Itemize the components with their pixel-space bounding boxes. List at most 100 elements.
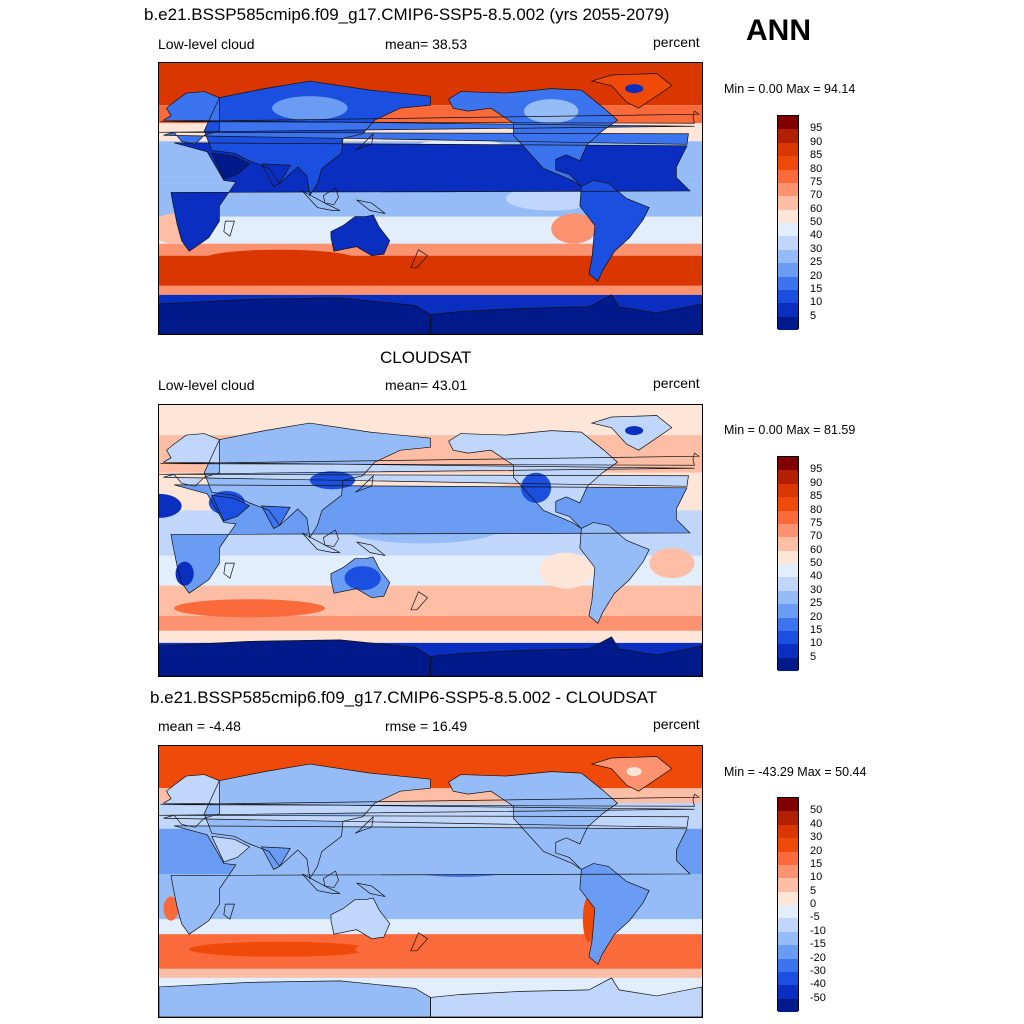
colorbar-label: 40 (810, 229, 823, 242)
colorbar-swatch (778, 523, 798, 538)
colorbar-label: 10 (810, 871, 823, 884)
colorbar-label: 25 (810, 256, 823, 269)
colorbar-label: 70 (810, 530, 823, 543)
colorbar-swatch (778, 169, 798, 183)
colorbar-swatch (778, 971, 798, 986)
colorbar-swatch (778, 537, 798, 551)
colorbar-label: 80 (810, 503, 823, 516)
colorbar-label: 20 (810, 844, 823, 857)
colorbar-swatch (778, 617, 798, 631)
colorbar-label: -15 (810, 938, 826, 951)
colorbar-label: 50 (810, 216, 823, 228)
colorbar-swatch (778, 276, 798, 290)
colorbar-label: 85 (810, 490, 823, 503)
colorbar-label: -30 (810, 964, 826, 977)
colorbar-swatch (778, 470, 798, 484)
colorbar-swatch (778, 811, 798, 825)
panel-3-map (158, 745, 703, 1018)
panel-3-minmax: Min = -43.29 Max = 50.44 (724, 765, 867, 779)
colorbar-label: 10 (810, 296, 823, 309)
colorbar-label: 75 (810, 175, 823, 188)
colorbar-swatch (778, 510, 798, 524)
colorbar-swatch (778, 263, 798, 277)
colorbar-label: 5 (810, 650, 817, 663)
panel-3-colorbar (777, 797, 799, 1012)
colorbar-label: 0 (810, 898, 817, 910)
colorbar-swatch (778, 905, 798, 919)
colorbar-swatch (778, 550, 798, 564)
map-field (159, 63, 702, 334)
colorbar-swatch (778, 564, 798, 578)
colorbar-label: 50 (810, 557, 823, 569)
colorbar-swatch (778, 838, 798, 852)
colorbar-swatch (778, 891, 798, 905)
colorbar-swatch (778, 945, 798, 959)
colorbar-swatch (778, 824, 798, 839)
colorbar-label: 20 (810, 269, 823, 282)
colorbar-label: 5 (810, 884, 817, 897)
colorbar-label: 60 (810, 543, 823, 556)
colorbar-label: 80 (810, 162, 823, 175)
panel-1-variable: Low-level cloud (158, 36, 255, 52)
panel-3-units: percent (653, 716, 700, 732)
colorbar-label: 15 (810, 282, 823, 295)
colorbar-swatch (778, 156, 798, 170)
colorbar-label: 75 (810, 516, 823, 529)
colorbar-label: 95 (810, 122, 823, 135)
colorbar-label: -10 (810, 924, 826, 937)
colorbar-label: 30 (810, 831, 823, 844)
colorbar-label: 40 (810, 570, 823, 583)
colorbar-label: 15 (810, 623, 823, 636)
panel-1-units: percent (653, 34, 700, 50)
panel-2-units: percent (653, 375, 700, 391)
colorbar-label: 25 (810, 597, 823, 610)
panel-2-mean: mean= 43.01 (385, 377, 468, 393)
colorbar-swatch (778, 457, 798, 471)
colorbar-swatch (778, 851, 798, 865)
colorbar-label: 10 (810, 637, 823, 650)
colorbar-swatch (778, 209, 798, 223)
colorbar-swatch (778, 116, 798, 130)
colorbar-label: 60 (810, 202, 823, 215)
colorbar-label: -40 (810, 978, 826, 991)
colorbar-label: 15 (810, 857, 823, 870)
colorbar-label: 90 (810, 476, 823, 489)
panel-3-mean: mean = -4.48 (158, 718, 241, 734)
panel-2-variable: Low-level cloud (158, 377, 255, 393)
colorbar-label: 95 (810, 463, 823, 476)
colorbar-swatch (778, 483, 798, 498)
colorbar-label: 5 (810, 309, 817, 322)
colorbar-label: 30 (810, 583, 823, 596)
colorbar-swatch (778, 182, 798, 197)
colorbar-label: 50 (810, 804, 823, 817)
panel-3-rmse: rmse = 16.49 (385, 718, 468, 734)
colorbar-swatch (778, 196, 798, 210)
colorbar-swatch (778, 630, 798, 645)
panel-1-minmax: Min = 0.00 Max = 94.14 (724, 82, 856, 96)
colorbar-swatch (778, 590, 798, 605)
panel-2-colorbar (777, 456, 799, 671)
map-field (159, 405, 702, 676)
colorbar-swatch (778, 657, 798, 671)
panel-2-minmax: Min = 0.00 Max = 81.59 (724, 423, 856, 437)
colorbar-swatch (778, 878, 798, 892)
panel-1-mean: mean= 38.53 (385, 36, 468, 52)
colorbar-swatch (778, 289, 798, 304)
colorbar-label: 70 (810, 189, 823, 202)
colorbar-label: -20 (810, 951, 826, 964)
colorbar-swatch (778, 985, 798, 999)
colorbar-swatch (778, 864, 798, 879)
season-label: ANN (746, 14, 811, 47)
colorbar-label: 90 (810, 135, 823, 148)
colorbar-label: -50 (810, 991, 826, 1004)
panel-1-title: b.e21.BSSP585cmip6.f09_g17.CMIP6-SSP5-8.… (144, 5, 670, 24)
panel-2-map (158, 404, 703, 677)
colorbar-swatch (778, 798, 798, 812)
colorbar-label: 30 (810, 242, 823, 255)
colorbar-swatch (778, 958, 798, 972)
colorbar-swatch (778, 303, 798, 317)
colorbar-label: 85 (810, 149, 823, 162)
colorbar-swatch (778, 644, 798, 658)
colorbar-swatch (778, 316, 798, 330)
colorbar-swatch (778, 497, 798, 511)
